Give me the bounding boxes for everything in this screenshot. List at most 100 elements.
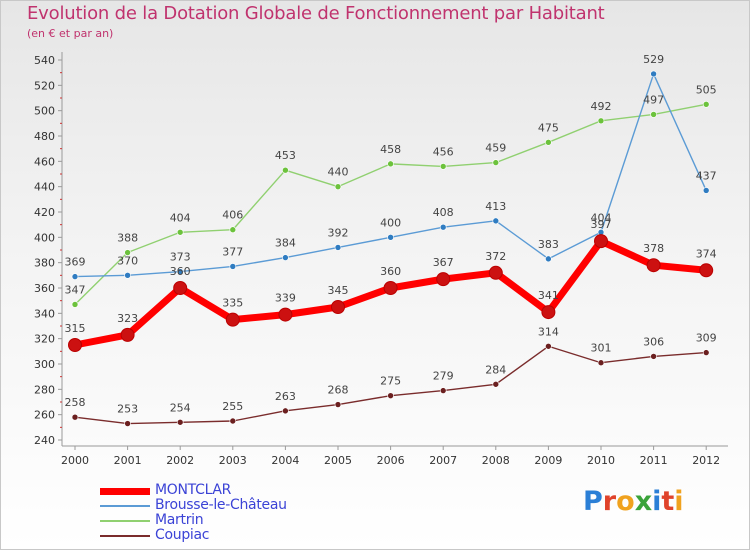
data-label: 254: [170, 401, 191, 414]
legend-item: MONTCLAR: [100, 482, 400, 498]
data-label: 413: [485, 200, 506, 213]
data-point: [597, 359, 605, 367]
data-point: [71, 413, 79, 421]
data-label: 497: [643, 93, 664, 106]
x-tick-label: 2009: [534, 454, 562, 467]
data-label: 373: [170, 251, 191, 264]
x-tick-label: 2003: [219, 454, 247, 467]
logo-letter: t: [661, 486, 675, 517]
legend-swatch: [100, 505, 150, 507]
data-point: [334, 401, 342, 408]
legend-swatch: [100, 487, 150, 495]
data-point: [176, 418, 184, 426]
data-label: 475: [538, 121, 559, 134]
data-point: [71, 301, 79, 308]
data-label: 301: [591, 342, 612, 355]
x-tick-label: 2007: [429, 454, 457, 467]
data-label: 377: [222, 245, 243, 258]
y-tick-label: 420: [34, 206, 55, 219]
data-point: [545, 342, 552, 350]
y-tick-label: 360: [34, 282, 55, 295]
data-point: [702, 101, 710, 108]
data-point: [594, 234, 608, 249]
data-label: 406: [222, 209, 243, 222]
data-label: 370: [117, 254, 138, 267]
data-label: 397: [591, 218, 612, 231]
data-label: 263: [275, 390, 296, 403]
data-point: [436, 272, 451, 287]
proxiti-logo: Proxiti: [583, 486, 684, 517]
data-point: [229, 226, 237, 234]
data-label: 253: [117, 403, 138, 416]
data-label: 456: [433, 145, 454, 158]
legend-item: Martrin: [100, 512, 400, 528]
logo-letter: o: [616, 486, 635, 517]
legend-label: Brousse-le-Château: [155, 497, 287, 513]
data-label: 372: [485, 250, 506, 263]
data-label: 258: [65, 396, 86, 409]
data-label: 400: [380, 216, 401, 229]
data-label: 388: [117, 232, 138, 245]
logo-letter: i: [652, 486, 662, 517]
data-label: 529: [643, 53, 664, 66]
data-point: [120, 327, 135, 342]
data-point: [282, 407, 289, 415]
data-point: [702, 349, 710, 356]
logo-letter: r: [602, 486, 617, 517]
y-tick-label: 440: [34, 181, 55, 194]
data-point: [229, 263, 237, 270]
chart-title: Evolution de la Dotation Globale de Fonc…: [27, 3, 605, 24]
data-point: [650, 70, 657, 78]
data-point: [439, 163, 447, 170]
data-point: [545, 255, 552, 263]
data-label: 408: [433, 206, 454, 219]
data-point: [124, 249, 131, 256]
data-label: 505: [696, 83, 717, 96]
data-point: [699, 263, 714, 278]
logo-letter: x: [634, 486, 653, 517]
data-point: [492, 217, 500, 225]
data-point: [278, 307, 293, 322]
data-label: 453: [275, 149, 296, 162]
data-label: 268: [328, 384, 349, 397]
data-point: [439, 223, 447, 231]
x-tick-label: 2012: [692, 454, 720, 467]
y-tick-label: 280: [34, 383, 55, 396]
data-label: 383: [538, 238, 559, 251]
data-label: 341: [538, 289, 559, 302]
data-point: [282, 254, 289, 261]
x-tick-label: 2011: [640, 454, 668, 467]
data-label: 306: [643, 335, 664, 348]
data-label: 255: [222, 400, 243, 413]
data-point: [124, 420, 131, 427]
legend-item: Coupiac: [100, 527, 400, 543]
y-tick-label: 540: [34, 54, 55, 67]
y-tick-label: 260: [34, 409, 55, 422]
data-label: 367: [433, 256, 454, 269]
data-point: [331, 300, 345, 314]
data-point: [702, 187, 710, 194]
data-label: 459: [485, 142, 506, 155]
data-point: [439, 387, 447, 394]
x-tick-label: 2000: [61, 454, 89, 467]
chart-subtitle: (en € et par an): [27, 27, 114, 40]
x-tick-label: 2006: [377, 454, 405, 467]
data-point: [488, 265, 503, 280]
data-label: 347: [65, 283, 86, 296]
logo-letter: i: [674, 486, 684, 517]
y-tick-label: 400: [34, 231, 55, 244]
data-label: 404: [591, 211, 612, 224]
data-label: 458: [380, 143, 401, 156]
data-label: 440: [328, 166, 349, 179]
data-point: [650, 111, 657, 118]
data-label: 284: [485, 363, 506, 376]
data-point: [334, 183, 342, 190]
data-point: [124, 272, 131, 279]
legend-label: MONTCLAR: [155, 482, 232, 498]
data-point: [282, 166, 289, 174]
logo-letter: P: [583, 486, 603, 517]
legend-label: Coupiac: [155, 527, 210, 543]
data-point: [387, 160, 394, 168]
data-label: 392: [328, 226, 349, 239]
